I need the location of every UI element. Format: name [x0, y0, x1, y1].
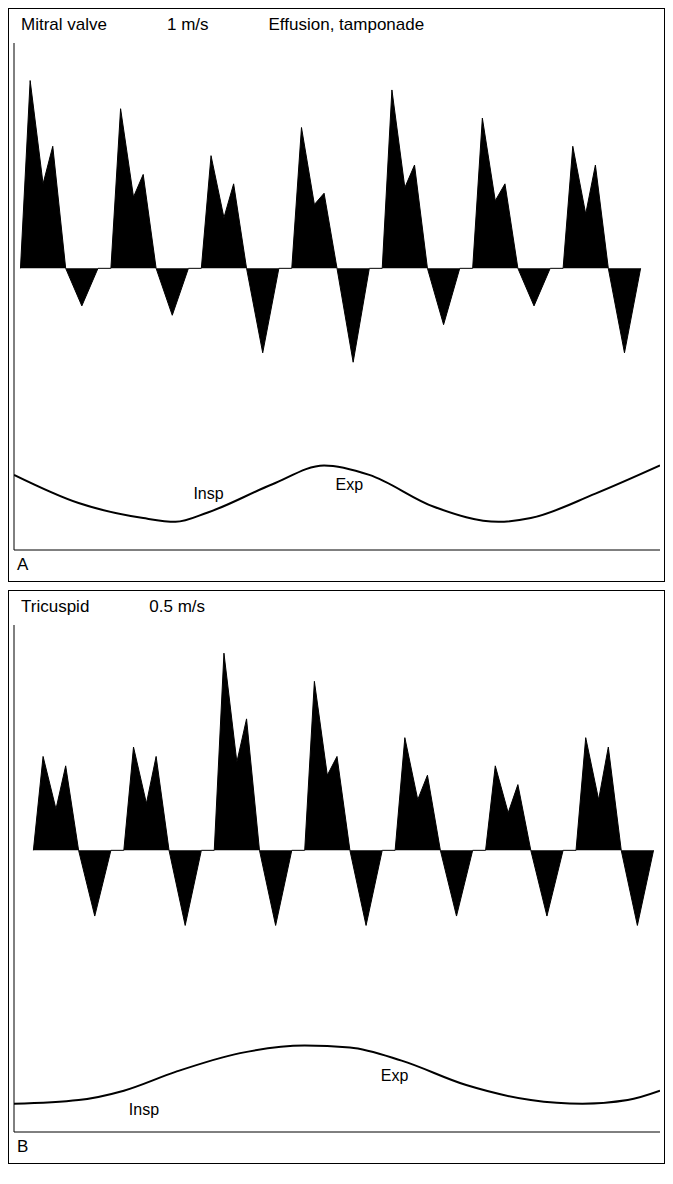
html-text:Mitral valve: Mitral valve [21, 15, 107, 34]
html-text:A: A [17, 555, 29, 574]
html-text:Tricuspid: Tricuspid [21, 597, 90, 616]
html-text:Effusion, tamponade: Effusion, tamponade [268, 15, 425, 34]
svg-text:Insp: Insp [129, 1101, 159, 1118]
svg-text:Exp: Exp [381, 1067, 409, 1084]
html-text:B: B [17, 1137, 29, 1156]
html-text:0.5 m/s: 0.5 m/s [149, 597, 206, 616]
svg-text:Exp: Exp [336, 476, 364, 493]
html-text:1 m/s: 1 m/s [167, 15, 209, 34]
svg-text:Insp: Insp [193, 485, 223, 502]
